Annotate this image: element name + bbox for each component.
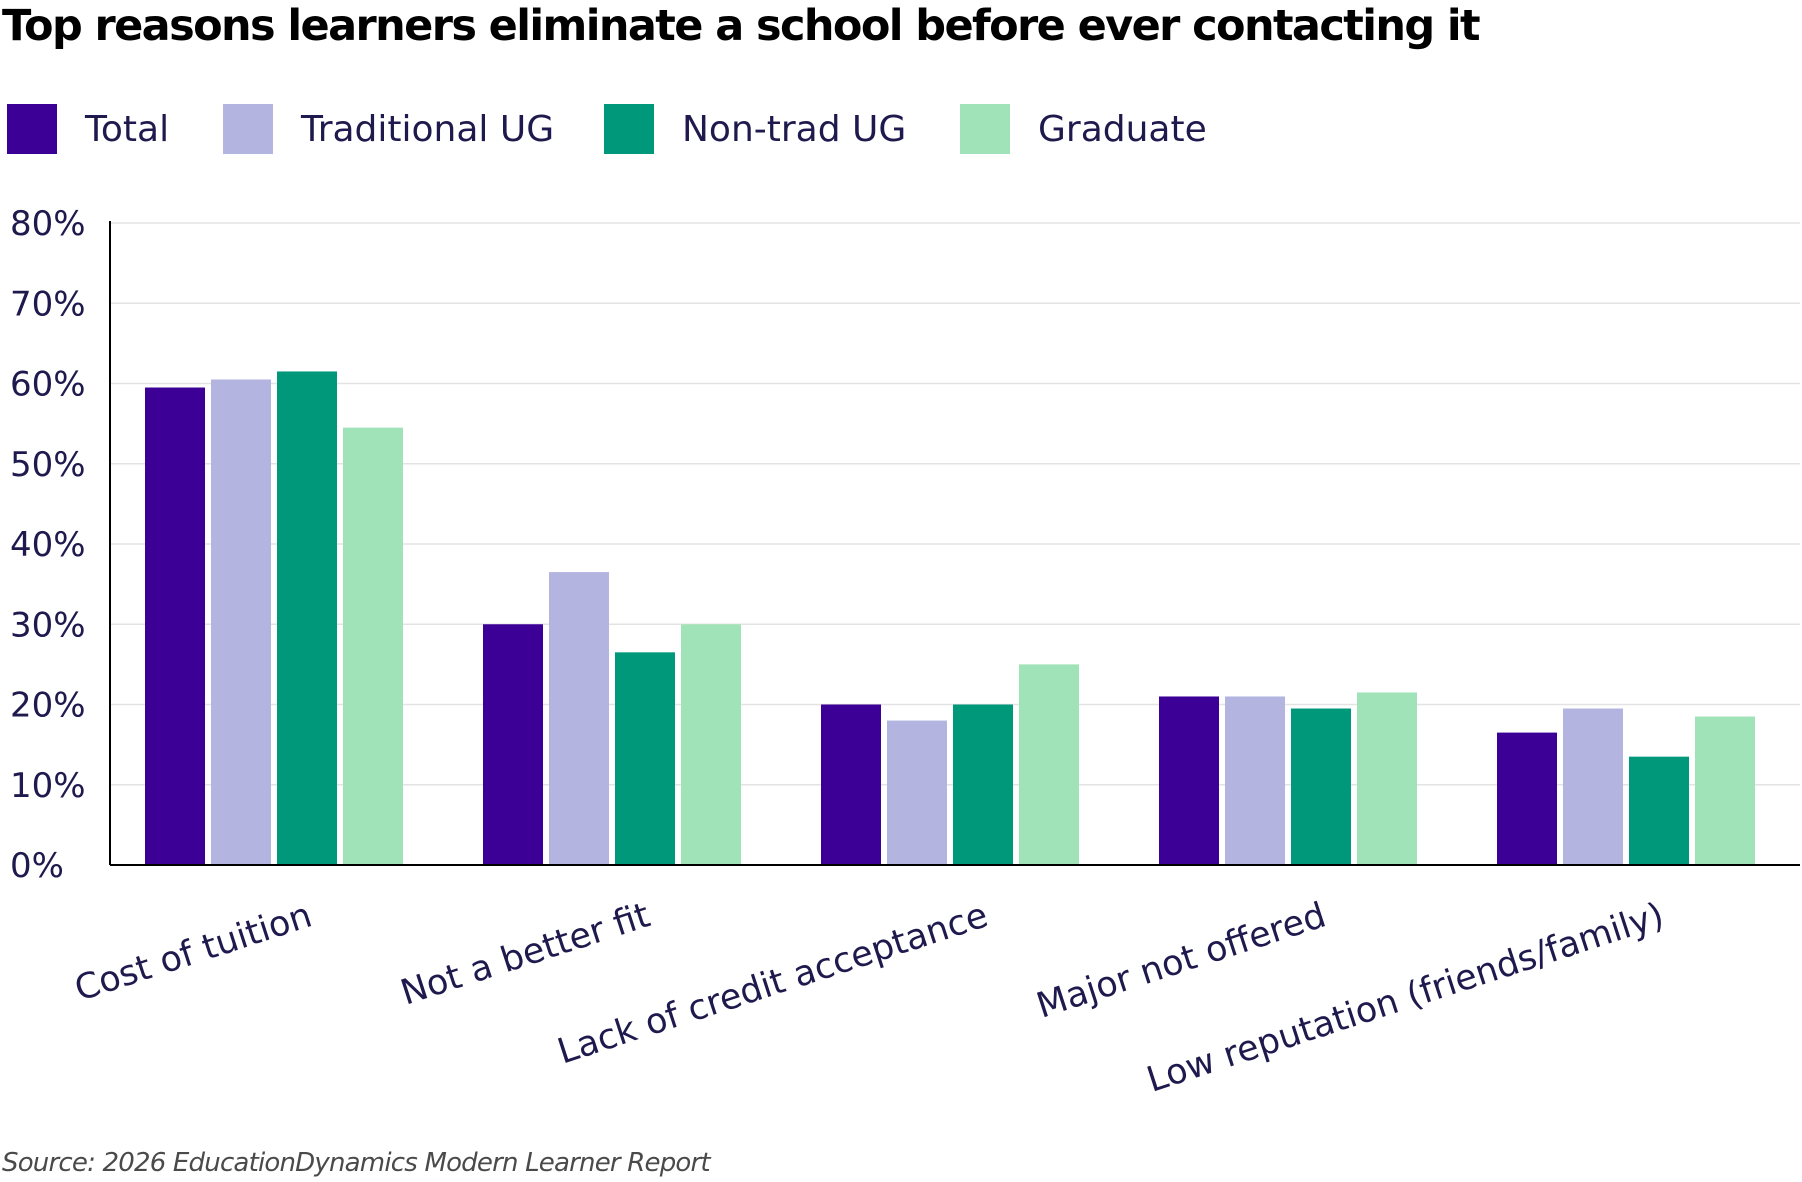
x-tick-label: Major not offered (1032, 896, 1331, 1027)
bar-graduate (343, 427, 403, 865)
legend-label: Graduate (1038, 109, 1207, 150)
bar-non-trad-ug (277, 371, 337, 865)
bar-graduate (1357, 692, 1417, 865)
bar-traditional-ug (1225, 696, 1285, 865)
bar-non-trad-ug (953, 704, 1013, 865)
legend-label: Non-trad UG (682, 109, 907, 150)
legend-swatch (7, 104, 57, 154)
bar-traditional-ug (211, 379, 271, 865)
source-note: Source: 2026 EducationDynamics Modern Le… (2, 1148, 711, 1178)
y-tick-label: 0% (10, 846, 64, 886)
bar-graduate (1695, 716, 1755, 865)
bar-total (483, 624, 543, 865)
bar-non-trad-ug (615, 652, 675, 865)
chart-title: Top reasons learners eliminate a school … (2, 1, 1481, 51)
y-tick-label: 20% (10, 686, 86, 726)
y-tick-label: 50% (10, 445, 86, 485)
y-tick-label: 30% (10, 605, 86, 645)
legend-swatch (223, 104, 273, 154)
x-tick-label: Not a better fit (396, 896, 655, 1014)
bar-total (145, 387, 205, 865)
bar-graduate (1019, 664, 1079, 865)
bar-total (821, 704, 881, 865)
legend-label: Total (85, 109, 170, 150)
bar-total (1159, 696, 1219, 865)
y-tick-label: 80% (10, 204, 86, 244)
legend-label: Traditional UG (301, 109, 555, 150)
bar-traditional-ug (1563, 708, 1623, 865)
y-tick-label: 40% (10, 525, 86, 565)
y-tick-label: 10% (10, 766, 86, 806)
bar-total (1497, 732, 1557, 865)
bar-non-trad-ug (1291, 708, 1351, 865)
bar-graduate (681, 624, 741, 865)
y-tick-label: 70% (10, 284, 86, 324)
legend-swatch (604, 104, 654, 154)
bar-non-trad-ug (1629, 756, 1689, 865)
x-tick-label: Cost of tuition (70, 896, 317, 1010)
bar-traditional-ug (549, 572, 609, 865)
y-tick-label: 60% (10, 365, 86, 405)
bar-traditional-ug (887, 720, 947, 865)
bar-chart: 0% 10% 20% 30% 40% 50% 60% 70% 80% Cost of tuitio… (10, 204, 1800, 1101)
legend-swatch (960, 104, 1010, 154)
